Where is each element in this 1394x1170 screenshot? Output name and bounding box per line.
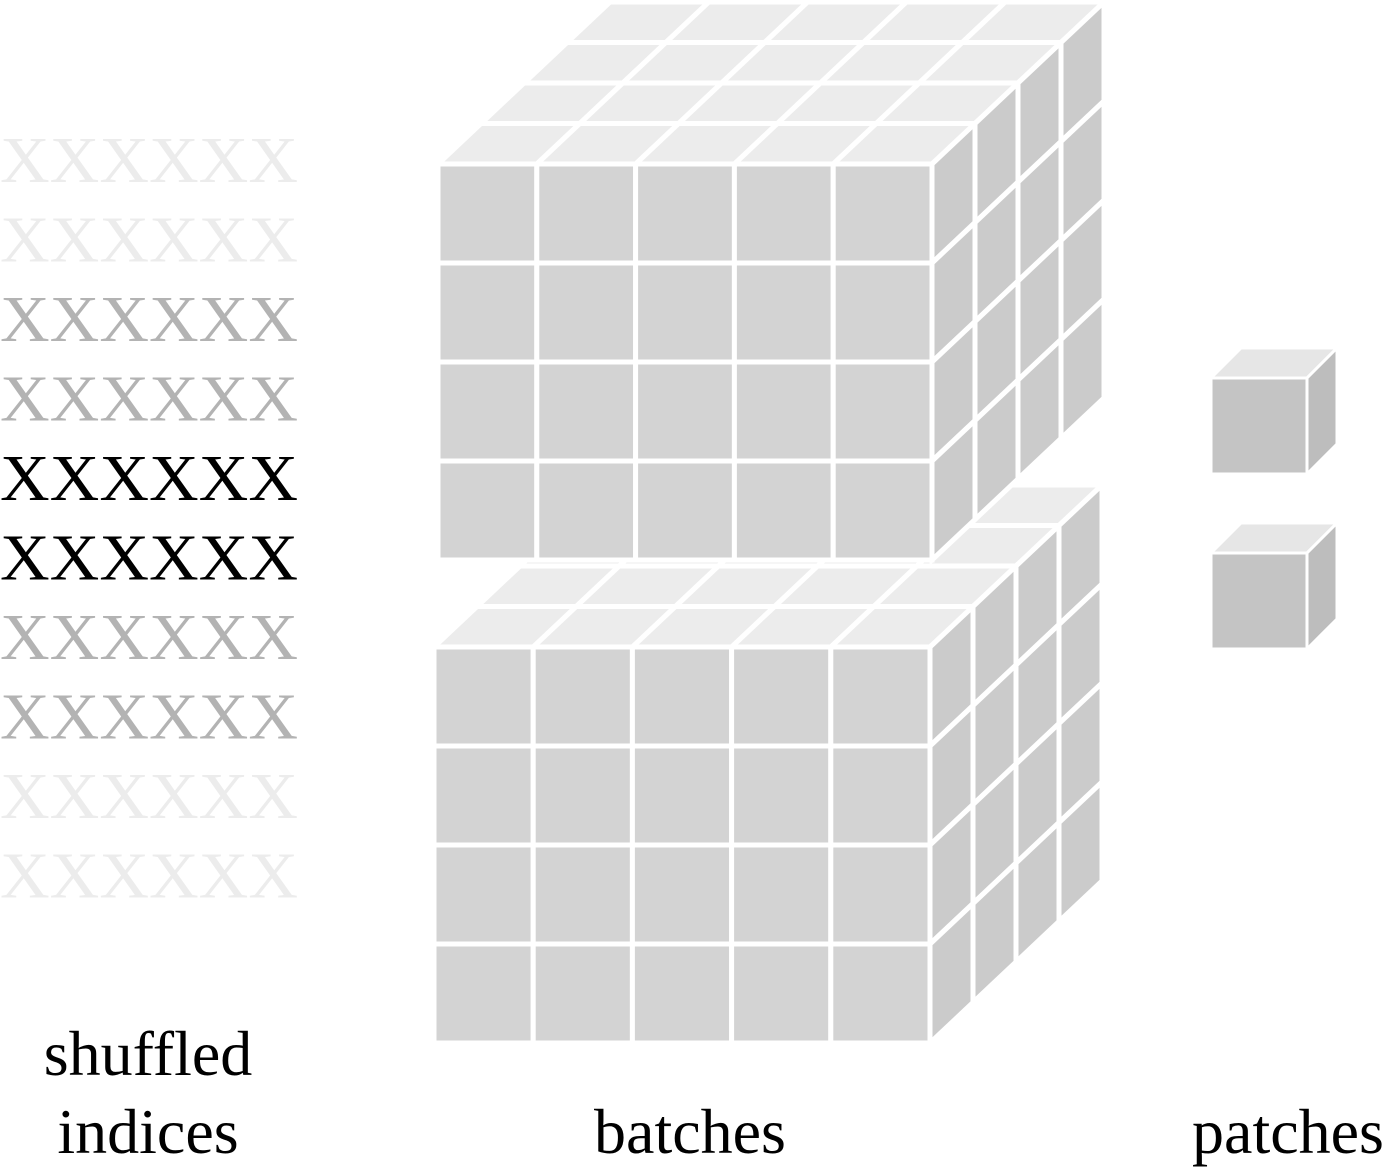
front-face-cell — [534, 458, 639, 563]
front-face-cell — [729, 842, 834, 947]
front-face-cell — [830, 359, 935, 464]
front-face-cell — [530, 743, 635, 848]
front-face-cell — [534, 260, 639, 365]
front-face-cell — [530, 842, 635, 947]
front-face-cell — [830, 260, 935, 365]
shuffled-indices-list: XXXXXXXXXXXXXXXXXXXXXXXXXXXXXXXXXXXXXXXX… — [0, 124, 298, 913]
index-row: XXXXXX — [0, 124, 298, 197]
shuffled-label-line2: indices — [57, 1096, 238, 1167]
front-face-cell — [534, 359, 639, 464]
index-row: XXXXXX — [0, 760, 298, 833]
index-row: XXXXXX — [0, 522, 298, 595]
index-row: XXXXXX — [0, 601, 298, 674]
front-face-cell — [830, 458, 935, 563]
batches-label: batches — [594, 1096, 786, 1167]
front-face-cell — [633, 161, 737, 266]
front-face-cell — [828, 644, 933, 749]
front-face-cell — [431, 842, 536, 947]
index-row: XXXXXX — [0, 442, 298, 515]
front-face-cell — [435, 161, 540, 266]
index-row: XXXXXX — [0, 204, 298, 277]
front-face-cell — [435, 458, 540, 563]
front-face-cell — [729, 743, 834, 848]
patch-cube-1 — [1207, 344, 1341, 478]
index-row: XXXXXX — [0, 283, 298, 356]
front-face-cell — [629, 644, 735, 749]
patches-group — [1207, 344, 1341, 653]
front-face-cell — [431, 743, 536, 848]
front-face-cell — [731, 458, 836, 563]
patches-label: patches — [1192, 1096, 1384, 1167]
batch-cube-2 — [427, 479, 1109, 1049]
front-face-cell — [731, 260, 836, 365]
front-face-cell — [633, 260, 737, 365]
front-face-cell — [731, 359, 836, 464]
batches-group — [427, 0, 1110, 1049]
front-face-cell — [633, 458, 737, 563]
front-face-cell — [633, 359, 737, 464]
front-face-cell — [431, 644, 536, 749]
front-face-cell — [729, 941, 834, 1046]
index-row: XXXXXX — [0, 840, 298, 913]
front-face-cell — [1209, 551, 1309, 651]
front-face-cell — [629, 941, 735, 1046]
front-face-cell — [830, 161, 935, 266]
front-face-cell — [530, 644, 635, 749]
front-face-cell — [629, 842, 735, 947]
front-face-cell — [828, 842, 933, 947]
front-face-cell — [629, 743, 735, 848]
front-face-cell — [435, 260, 540, 365]
front-face-cell — [729, 644, 834, 749]
index-row: XXXXXX — [0, 363, 298, 436]
front-face-cell — [435, 359, 540, 464]
front-face-cell — [731, 161, 836, 266]
front-face-cell — [828, 941, 933, 1046]
front-face-cell — [534, 161, 639, 266]
patch-cube-2 — [1207, 519, 1341, 653]
front-face-cell — [530, 941, 635, 1046]
shuffled-label-line1: shuffled — [44, 1018, 253, 1089]
batch-cube-1 — [431, 0, 1110, 566]
front-face-cell — [431, 941, 536, 1046]
front-face-cell — [1209, 376, 1309, 476]
front-face-cell — [828, 743, 933, 848]
index-row: XXXXXX — [0, 681, 298, 754]
